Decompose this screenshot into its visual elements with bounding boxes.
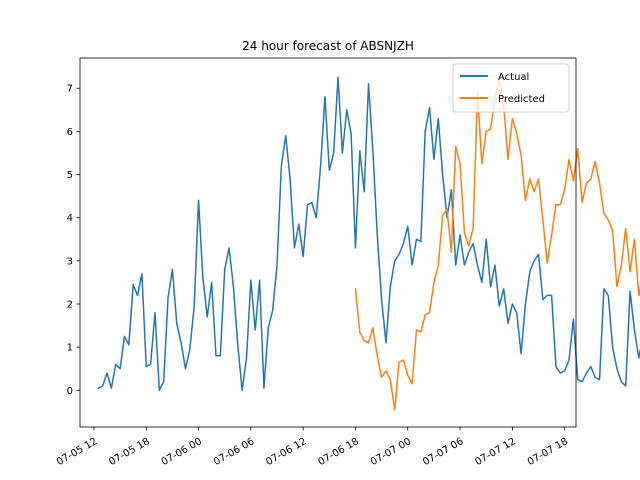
plot-area (80, 58, 576, 427)
plot-background (80, 58, 576, 427)
y-tick-label: 2 (67, 300, 73, 311)
series-layer (97, 76, 640, 411)
chart-title: 24 hour forecast of ABSNJZH (242, 39, 414, 53)
series-line-predicted (354, 78, 640, 411)
y-axis: 0 1 2 3 4 5 6 7 (67, 84, 80, 397)
legend-label-actual: Actual (498, 72, 529, 83)
y-tick-label: 7 (67, 84, 73, 95)
y-tick-label: 0 (67, 386, 73, 397)
y-tick-label: 3 (67, 256, 73, 267)
legend: Actual Predicted (452, 63, 570, 113)
y-tick-label: 5 (67, 170, 73, 181)
y-tick-label: 4 (67, 213, 73, 224)
legend-label-predicted: Predicted (498, 94, 545, 105)
y-tick-label: 1 (67, 343, 73, 354)
plot-frame (79, 57, 577, 428)
y-tick-label: 6 (67, 127, 73, 138)
series-line-actual (97, 76, 640, 392)
